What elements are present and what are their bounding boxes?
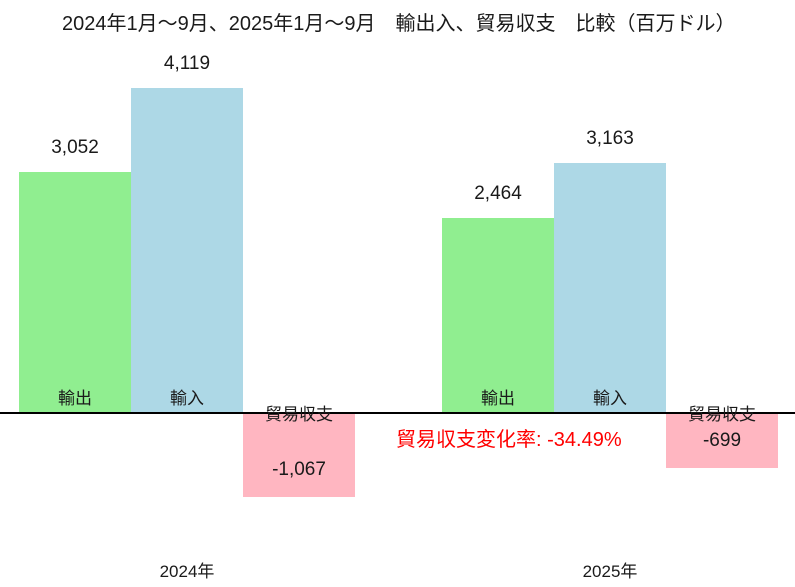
category-label-2025: 2025年 (582, 562, 638, 581)
chart-title: 2024年1月〜9月、2025年1月〜9月 輸出入、貿易収支 比較（百万ドル） (62, 13, 736, 35)
series-label-export-2024: 輸出 (58, 389, 92, 408)
bar-trade_balance-2024 (243, 413, 355, 497)
bar-export-2024 (19, 172, 131, 413)
value-label-import-2025: 3,163 (586, 128, 634, 149)
value-label-export-2025: 2,464 (474, 183, 522, 204)
value-label-trade_balance-2025: -699 (702, 430, 742, 451)
bar-import-2024 (131, 88, 243, 413)
value-label-export-2024: 3,052 (51, 137, 99, 158)
trade-balance-change-annotation: 貿易収支変化率: -34.49% (396, 429, 622, 451)
series-label-export-2025: 輸出 (481, 389, 515, 408)
series-label-trade_balance-2024: 貿易収支 (265, 405, 333, 424)
value-label-import-2024: 4,119 (163, 53, 211, 74)
bar-export-2025 (442, 218, 554, 413)
category-label-2024: 2024年 (159, 562, 215, 581)
series-label-import-2025: 輸入 (593, 389, 627, 408)
bar-trade_balance-2025 (666, 413, 778, 468)
bar-import-2025 (554, 163, 666, 413)
x-axis-baseline (0, 412, 795, 414)
series-label-import-2024: 輸入 (170, 389, 204, 408)
series-label-trade_balance-2025: 貿易収支 (688, 405, 756, 424)
value-label-trade_balance-2024: -1,067 (272, 459, 326, 480)
